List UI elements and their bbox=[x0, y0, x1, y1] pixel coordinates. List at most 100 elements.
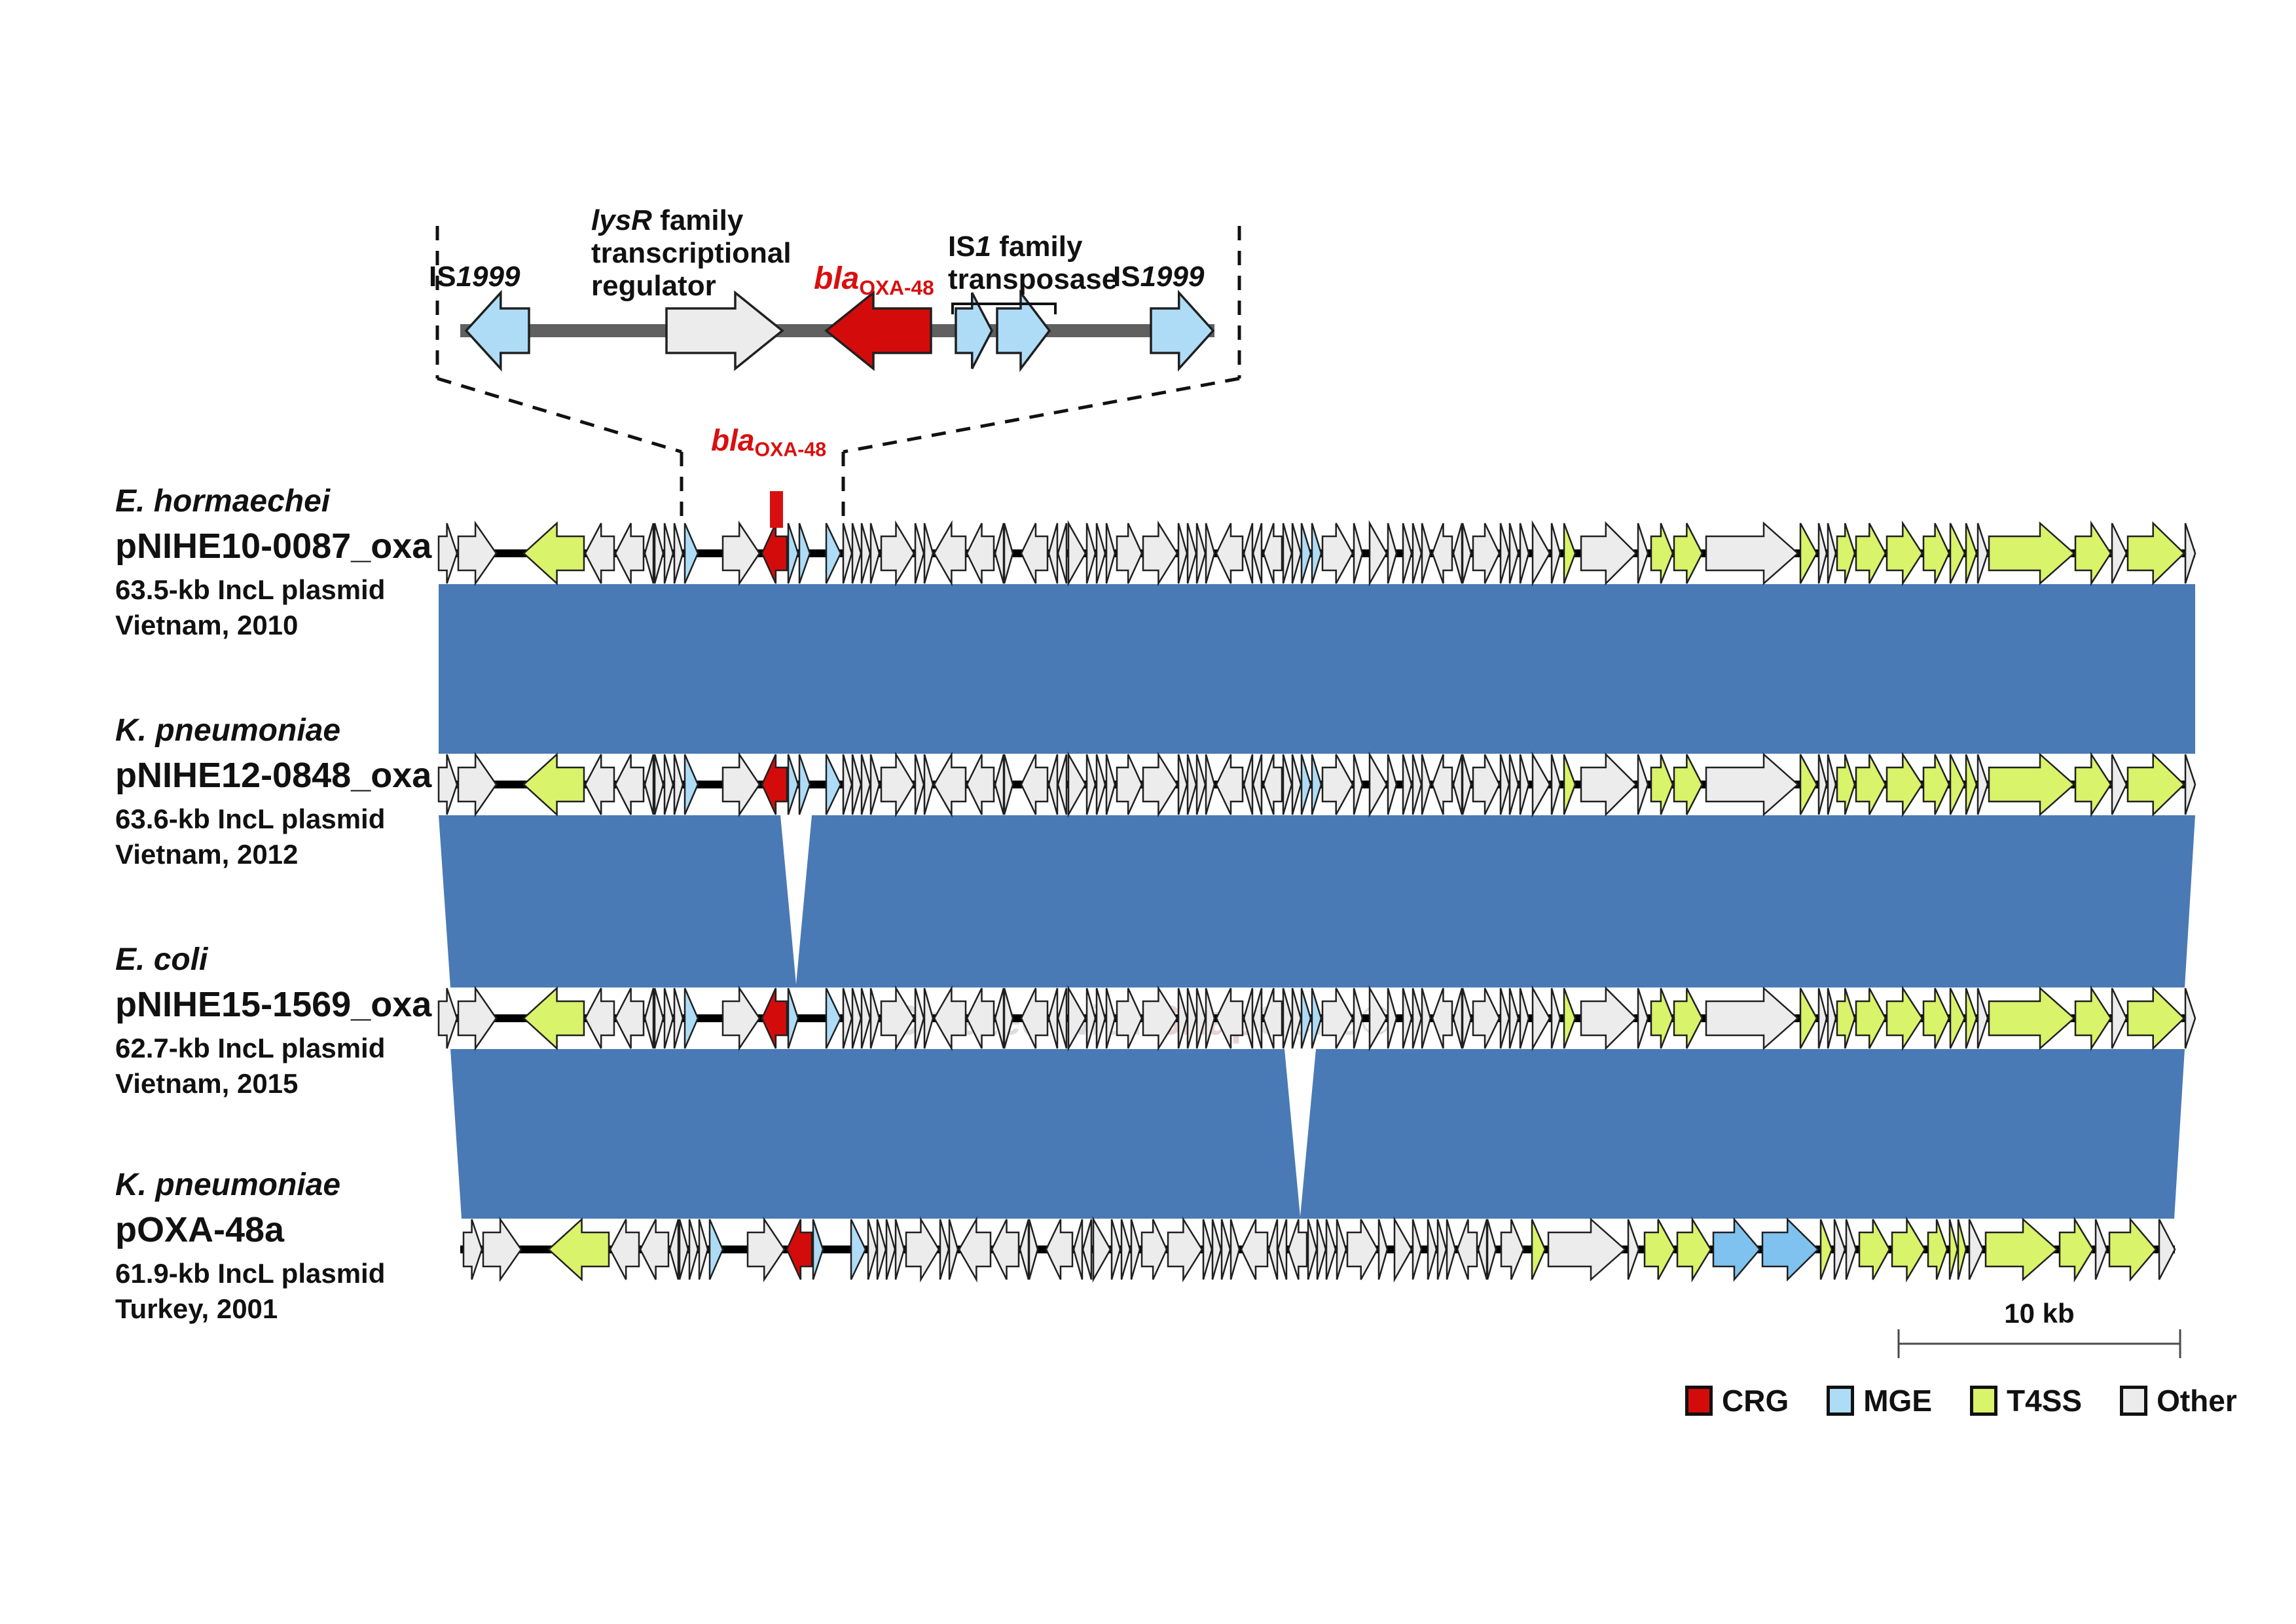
inset-label-lysr: lysR family transcriptional regulator bbox=[591, 204, 792, 302]
gene-arrow bbox=[1452, 987, 1463, 1049]
gene-arrow bbox=[1291, 987, 1302, 1049]
gene-arrow bbox=[1500, 1219, 1525, 1280]
gene-arrow bbox=[653, 523, 665, 584]
gene-arrow bbox=[1243, 523, 1254, 584]
gene-arrow bbox=[1057, 754, 1068, 815]
gene-arrow bbox=[1531, 1219, 1546, 1280]
gene-arrow bbox=[1461, 987, 1472, 1049]
inset-gene-arrow bbox=[464, 289, 530, 372]
inset-gene-arrow bbox=[1150, 289, 1215, 372]
gene-arrow bbox=[1020, 987, 1049, 1049]
gene-arrow bbox=[1387, 754, 1398, 815]
plasmid-origin: Vietnam, 2010 bbox=[115, 610, 299, 640]
gene-arrow bbox=[1461, 523, 1472, 584]
gene-arrow bbox=[1105, 754, 1116, 815]
gene-arrow bbox=[860, 987, 871, 1049]
gene-arrow bbox=[1215, 754, 1244, 815]
gene-arrow bbox=[933, 520, 967, 587]
gene-arrow bbox=[1067, 985, 1087, 1052]
gene-arrow bbox=[1215, 523, 1244, 584]
gene-arrow bbox=[644, 754, 655, 815]
gene-arrow bbox=[1472, 987, 1501, 1049]
gene-arrow bbox=[721, 520, 761, 587]
gene-arrow bbox=[1412, 523, 1423, 584]
species-name: E. coli bbox=[115, 942, 208, 977]
legend-label: Other bbox=[2157, 1384, 2237, 1418]
gene-arrow bbox=[2184, 987, 2196, 1049]
gene-arrow bbox=[1311, 523, 1322, 584]
gene-arrow bbox=[1412, 987, 1423, 1049]
gene-arrow bbox=[825, 754, 842, 815]
gene-arrow bbox=[1321, 754, 1354, 815]
gene-arrow bbox=[1799, 523, 1818, 584]
gene-arrow bbox=[1819, 1219, 1833, 1280]
legend-item-t4ss: T4SS bbox=[1970, 1383, 2082, 1418]
gene-arrow bbox=[1316, 1219, 1327, 1280]
plasmid-label-block-3: E. coli pNIHE15-1569_oxa 62.7-kb IncL pl… bbox=[115, 940, 482, 1101]
gene-arrow bbox=[1003, 523, 1014, 584]
gene-arrow bbox=[1110, 1219, 1121, 1280]
legend: CRG MGE T4SS Other bbox=[1685, 1383, 2237, 1418]
plasmid-name: pOXA-48a bbox=[115, 1210, 285, 1249]
synteny-ribbon bbox=[439, 584, 2195, 754]
is1-bracket bbox=[951, 303, 1057, 314]
gene-arrow bbox=[1252, 523, 1263, 584]
gene-arrow bbox=[939, 1219, 950, 1280]
inset-gene-arrow bbox=[955, 292, 993, 369]
gene-arrow bbox=[1262, 523, 1283, 584]
gene-arrow bbox=[1282, 754, 1293, 815]
gene-arrow bbox=[1387, 523, 1398, 584]
gene-arrow bbox=[1105, 987, 1116, 1049]
legend-swatch-t4ss bbox=[1970, 1386, 1998, 1416]
gene-arrow bbox=[653, 754, 665, 815]
gene-arrow bbox=[2111, 754, 2128, 815]
gene-arrow bbox=[457, 521, 498, 586]
gene-arrow bbox=[1085, 987, 1097, 1049]
gene-arrow bbox=[1499, 754, 1510, 815]
gene-arrow bbox=[1855, 987, 1887, 1049]
gene-arrow bbox=[437, 987, 458, 1049]
gene-arrow bbox=[1643, 1219, 1676, 1280]
gene-arrow bbox=[1003, 754, 1014, 815]
gene-arrow bbox=[994, 754, 1005, 815]
plasmid-size: 62.7-kb IncL plasmid bbox=[115, 1033, 386, 1063]
gene-arrow bbox=[1205, 754, 1216, 815]
gene-arrow bbox=[2108, 1217, 2157, 1282]
inset-gene-arrow bbox=[824, 290, 932, 371]
gene-arrow bbox=[1243, 754, 1254, 815]
gene-arrow bbox=[437, 523, 458, 584]
gene-arrow bbox=[1130, 1219, 1141, 1280]
gene-arrow bbox=[1202, 1219, 1213, 1280]
gene-arrow bbox=[609, 1219, 640, 1280]
gene-arrow bbox=[1705, 986, 1799, 1050]
gene-arrow bbox=[1282, 523, 1293, 584]
gene-arrow bbox=[1300, 987, 1312, 1049]
gene-arrow bbox=[842, 523, 853, 584]
gene-arrow bbox=[522, 986, 585, 1050]
gene-arrow bbox=[1307, 1219, 1318, 1280]
gene-arrow bbox=[1886, 520, 1923, 587]
gene-arrow bbox=[1550, 754, 1561, 815]
gene-arrow bbox=[1177, 987, 1188, 1049]
gene-arrow bbox=[1240, 1219, 1269, 1280]
gene-arrow bbox=[1402, 523, 1413, 584]
gene-arrow bbox=[1230, 1219, 1241, 1280]
gene-arrow bbox=[958, 1216, 992, 1283]
gene-arrow bbox=[966, 987, 995, 1049]
gene-arrow bbox=[698, 1219, 709, 1280]
species-name: E. hormaechei bbox=[115, 484, 331, 519]
gene-arrow bbox=[614, 523, 645, 584]
gene-arrow bbox=[1311, 987, 1322, 1049]
gene-arrow bbox=[880, 751, 915, 818]
inset-guide-line bbox=[437, 377, 682, 454]
gene-arrow bbox=[1456, 1219, 1478, 1280]
gene-arrow bbox=[2184, 754, 2196, 815]
gene-arrow bbox=[761, 987, 788, 1049]
gene-arrow bbox=[905, 1216, 940, 1283]
gene-arrow bbox=[644, 523, 655, 584]
gene-arrow bbox=[851, 523, 862, 584]
gene-arrow bbox=[2058, 1216, 2094, 1283]
plasmid-label-block-1: E. hormaechei pNIHE10-0087_oxa 63.5-kb I… bbox=[115, 482, 482, 642]
gene-arrow bbox=[869, 523, 881, 584]
gene-arrow bbox=[1067, 751, 1087, 818]
